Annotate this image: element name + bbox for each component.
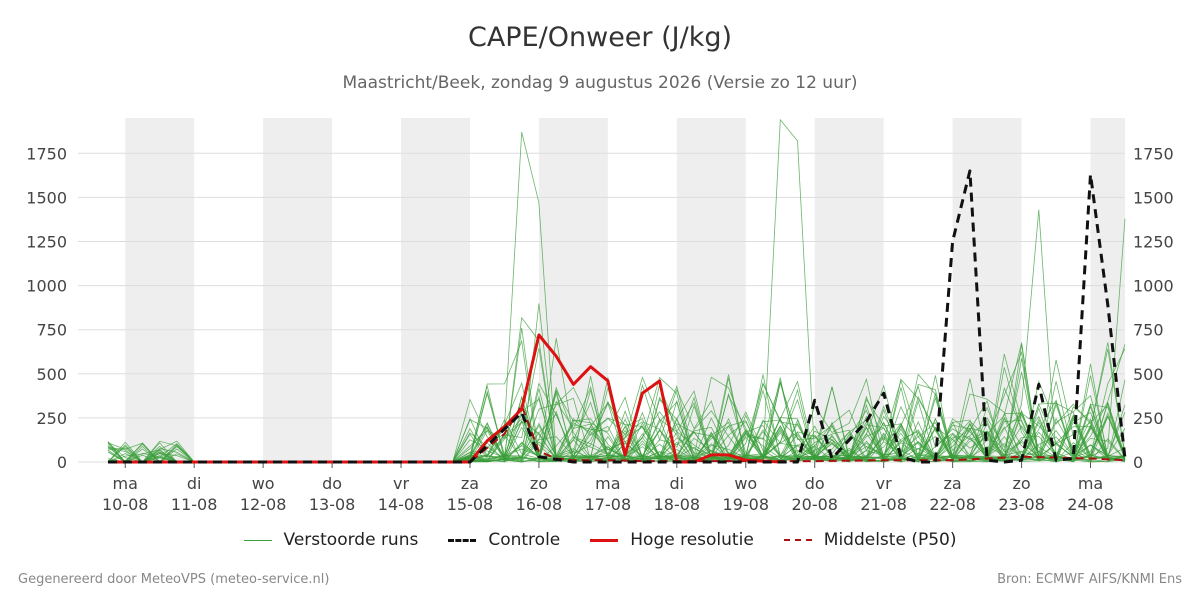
x-tick-date: 12-08 — [240, 495, 287, 514]
x-tick-dow: zo — [530, 474, 548, 493]
chart-subtitle: Maastricht/Beek, zondag 9 augustus 2026 … — [342, 73, 858, 93]
chart-title: CAPE/Onweer (J/kg) — [467, 22, 732, 53]
x-tick-date: 24-08 — [1067, 495, 1114, 514]
x-tick-date: 17-08 — [585, 495, 632, 514]
x-tick-dow: za — [944, 474, 962, 493]
x-tick-date: 10-08 — [102, 495, 149, 514]
legend-label-ensemble: Verstoorde runs — [283, 530, 419, 550]
y-tick-label-left: 0 — [57, 453, 67, 472]
shaded-band — [125, 118, 195, 462]
legend-swatch-ensemble — [243, 539, 272, 541]
control-line — [108, 169, 1127, 464]
x-tick-date: 16-08 — [516, 495, 563, 514]
x-tick-date: 22-08 — [929, 495, 976, 514]
x-tick-dow: di — [187, 474, 202, 493]
y-tick-label-left: 1250 — [26, 232, 67, 251]
footer-credit: Gegenereerd door MeteoVPS (meteo-service… — [18, 572, 330, 587]
x-tick-date: 14-08 — [378, 495, 425, 514]
footer-source: Bron: ECMWF AIFS/KNMI Ens — [997, 572, 1182, 587]
x-tick-dow: ma — [1078, 474, 1103, 493]
y-tick-label-right: 0 — [1133, 453, 1143, 472]
legend-item-highres: Hoge resolutie — [590, 530, 754, 550]
median-line — [108, 404, 1126, 463]
y-tick-label-right: 1000 — [1133, 277, 1174, 296]
y-tick-label-left: 250 — [36, 409, 67, 428]
legend-swatch-median — [783, 539, 812, 541]
legend-label-median: Middelste (P50) — [823, 530, 957, 550]
legend-label-highres: Hoge resolutie — [630, 530, 754, 550]
chart-legend: Verstoorde runs Controle Hoge resolutie … — [0, 530, 1200, 550]
legend-item-ensemble: Verstoorde runs — [243, 530, 419, 550]
legend-label-control: Controle — [488, 530, 561, 550]
y-tick-label-right: 1750 — [1133, 144, 1174, 163]
x-tick-date: 21-08 — [860, 495, 907, 514]
y-tick-label-right: 250 — [1133, 409, 1164, 428]
legend-swatch-control — [448, 538, 477, 542]
shaded-band — [401, 118, 470, 462]
x-tick-dow: vr — [876, 474, 892, 493]
x-tick-dow: do — [805, 474, 825, 493]
y-tick-label-left: 750 — [36, 321, 67, 340]
y-tick-label-left: 1000 — [26, 277, 67, 296]
x-tick-date: 23-08 — [998, 495, 1045, 514]
x-tick-date: 11-08 — [171, 495, 218, 514]
highres-line — [108, 333, 781, 464]
shaded-band — [263, 118, 333, 462]
y-tick-label-left: 1750 — [26, 144, 67, 163]
x-tick-dow: zo — [1012, 474, 1030, 493]
x-tick-date: 15-08 — [447, 495, 494, 514]
x-tick-date: 13-08 — [309, 495, 356, 514]
y-tick-label-right: 1500 — [1133, 188, 1174, 207]
x-tick-dow: za — [461, 474, 479, 493]
x-tick-dow: di — [670, 474, 685, 493]
y-tick-label-right: 1250 — [1133, 232, 1174, 251]
y-tick-label-right: 500 — [1133, 365, 1164, 384]
legend-swatch-highres — [590, 538, 619, 542]
y-tick-label-right: 750 — [1133, 321, 1164, 340]
x-tick-dow: do — [322, 474, 342, 493]
x-tick-dow: vr — [393, 474, 409, 493]
legend-item-control: Controle — [448, 530, 560, 550]
x-tick-date: 20-08 — [791, 495, 838, 514]
y-tick-label-left: 500 — [36, 365, 67, 384]
x-tick-date: 18-08 — [654, 495, 701, 514]
legend-item-median: Middelste (P50) — [783, 530, 957, 550]
x-tick-date: 19-08 — [723, 495, 770, 514]
x-tick-dow: ma — [113, 474, 138, 493]
x-tick-dow: ma — [595, 474, 620, 493]
x-tick-dow: wo — [252, 474, 275, 493]
y-tick-label-left: 1500 — [26, 188, 67, 207]
x-tick-dow: wo — [734, 474, 757, 493]
